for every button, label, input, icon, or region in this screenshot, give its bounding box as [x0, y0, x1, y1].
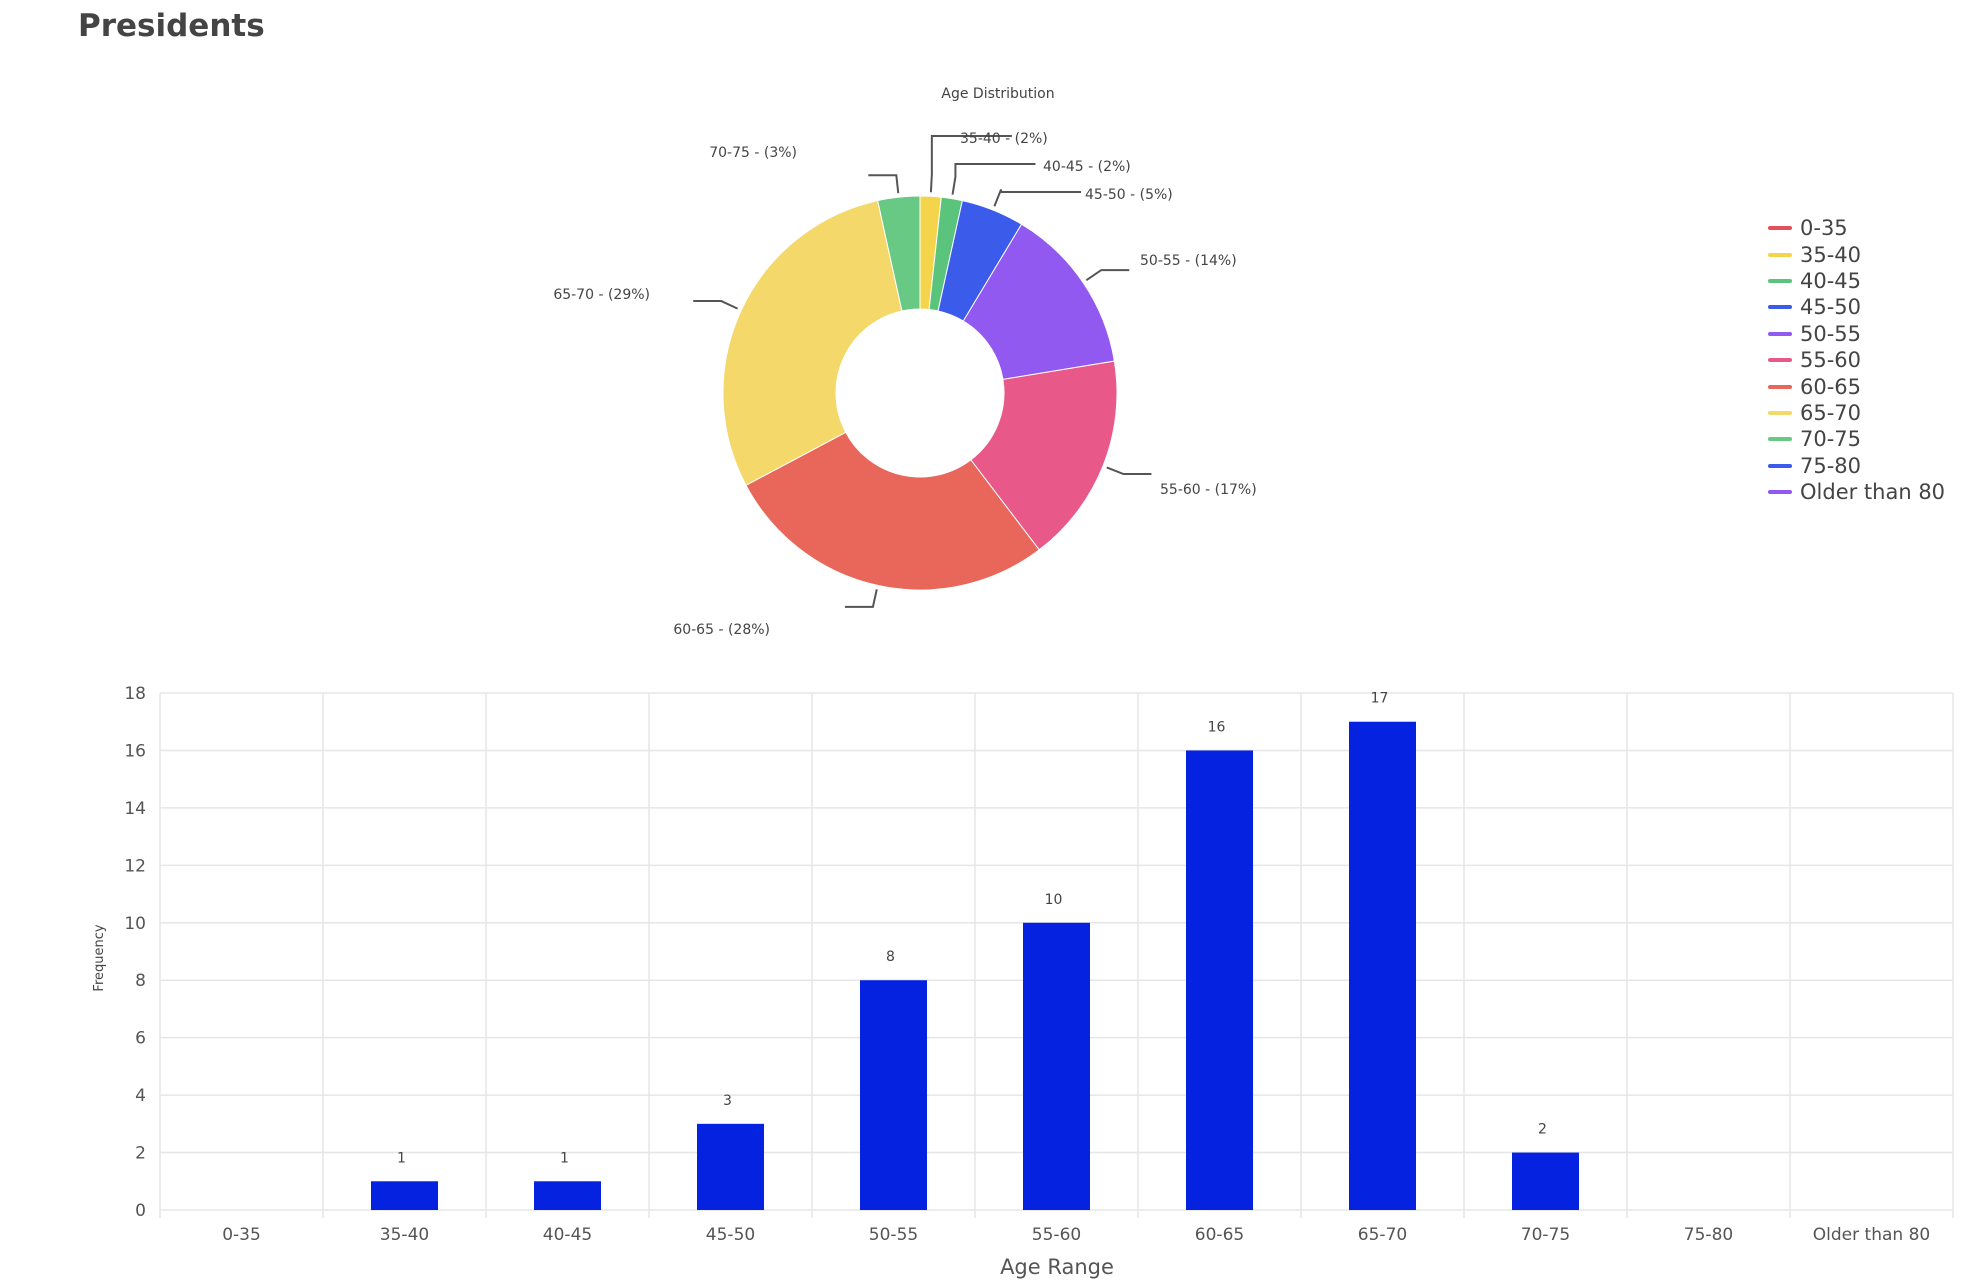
y-tick-label: 18	[124, 684, 146, 704]
y-tick-label: 6	[135, 1029, 146, 1049]
y-tick-label: 0	[135, 1201, 146, 1221]
legend-item: 40-45	[1768, 268, 1945, 294]
legend-label: 50-55	[1800, 321, 1862, 346]
bar-value-label: 10	[1045, 892, 1063, 908]
y-axis-title: Frequency	[92, 924, 107, 991]
legend-label: 55-60	[1800, 348, 1862, 373]
x-tick-label: 35-40	[380, 1225, 429, 1245]
page-title: Presidents	[78, 8, 265, 44]
bar-value-label: 16	[1208, 719, 1226, 735]
pie-slice-label: 60-65 - (28%)	[673, 622, 770, 638]
pie-slice	[962, 223, 1115, 380]
legend-label: 60-65	[1800, 374, 1862, 399]
pie-leader-line	[868, 174, 900, 194]
legend-label: 40-45	[1800, 268, 1862, 293]
pie-slice	[722, 200, 903, 486]
y-tick-label: 2	[135, 1144, 146, 1164]
pie-slice	[970, 360, 1118, 551]
legend-label: 0-35	[1800, 216, 1848, 241]
pie-slice	[745, 431, 1040, 591]
y-tick-label: 4	[135, 1086, 146, 1106]
bar-value-label: 1	[560, 1150, 569, 1166]
pie-legend: 0-35 35-40 40-45 45-50 50-55 55-60 60-65 65-70 7…	[1768, 215, 1945, 505]
bar	[371, 1181, 438, 1210]
legend-item: 75-80	[1768, 453, 1945, 479]
x-tick-label: 40-45	[543, 1225, 592, 1245]
y-tick-label: 8	[135, 971, 146, 991]
x-tick-label: 65-70	[1358, 1225, 1407, 1245]
pie-leader-line	[993, 189, 1082, 207]
legend-swatch	[1768, 463, 1792, 468]
bar-value-label: 3	[723, 1093, 732, 1109]
legend-label: Older than 80	[1800, 480, 1946, 505]
x-axis-title: Age Range	[1000, 1255, 1114, 1279]
legend-label: 65-70	[1800, 400, 1862, 425]
bar-value-label: 2	[1538, 1122, 1547, 1138]
legend-swatch	[1768, 384, 1792, 389]
pie-slice-label: 65-70 - (29%)	[553, 287, 650, 303]
legend-swatch	[1768, 252, 1792, 257]
legend-label: 75-80	[1800, 453, 1862, 478]
legend-item: Older than 80	[1768, 479, 1945, 505]
legend-swatch	[1768, 226, 1792, 231]
legend-item: 35-40	[1768, 241, 1945, 267]
legend-item: 50-55	[1768, 321, 1945, 347]
pie-slice-label: 40-45 - (2%)	[1043, 159, 1131, 175]
legend-item: 70-75	[1768, 426, 1945, 452]
bar	[860, 980, 927, 1210]
bar	[1512, 1152, 1579, 1210]
pie-slice-label: 45-50 - (5%)	[1085, 187, 1173, 203]
x-tick-label: 55-60	[1032, 1225, 1081, 1245]
legend-swatch	[1768, 331, 1792, 336]
pie-leader-line	[951, 163, 1036, 195]
pie-slice-label: 55-60 - (17%)	[1160, 482, 1257, 498]
pie-slice-label: 35-40 - (2%)	[960, 131, 1048, 147]
legend-label: 45-50	[1800, 295, 1862, 320]
x-tick-label: Older than 80	[1813, 1225, 1930, 1245]
legend-swatch	[1768, 305, 1792, 310]
legend-item: 0-35	[1768, 215, 1945, 241]
legend-label: 35-40	[1800, 242, 1862, 267]
x-tick-label: 50-55	[869, 1225, 918, 1245]
legend-item: 65-70	[1768, 400, 1945, 426]
age-distribution-donut-chart: Age Distribution 35-40 - (2%) 40-45 - (2%)…	[553, 86, 1257, 638]
bar	[1186, 750, 1253, 1210]
pie-slice	[877, 195, 921, 312]
x-tick-label: 45-50	[706, 1225, 755, 1245]
pie-slice-label: 70-75 - (3%)	[709, 145, 797, 161]
x-tick-label: 0-35	[222, 1225, 261, 1245]
bar	[697, 1123, 764, 1210]
y-tick-label: 12	[124, 856, 146, 876]
pie-leader-line	[844, 589, 878, 608]
legend-label: 70-75	[1800, 427, 1862, 452]
bar	[534, 1181, 601, 1210]
y-tick-label: 14	[124, 799, 146, 819]
pie-leader-line	[929, 135, 1012, 193]
pie-leader-line	[693, 300, 738, 310]
pie-slice-label: 50-55 - (14%)	[1140, 253, 1237, 269]
bar-value-label: 17	[1371, 691, 1389, 707]
legend-item: 45-50	[1768, 294, 1945, 320]
legend-item: 60-65	[1768, 373, 1945, 399]
bar	[1023, 922, 1090, 1210]
x-tick-label: 60-65	[1195, 1225, 1244, 1245]
legend-item: 55-60	[1768, 347, 1945, 373]
bar-value-label: 1	[397, 1150, 406, 1166]
y-tick-label: 16	[124, 741, 146, 761]
pie-leader-line	[1085, 269, 1130, 282]
legend-swatch	[1768, 358, 1792, 363]
legend-swatch	[1768, 410, 1792, 415]
y-tick-label: 10	[124, 914, 146, 934]
bar-value-label: 8	[886, 949, 895, 965]
legend-swatch	[1768, 278, 1792, 283]
pie-leader-line	[1106, 466, 1152, 476]
legend-swatch	[1768, 437, 1792, 442]
bar	[1349, 721, 1416, 1210]
x-tick-label: 75-80	[1684, 1225, 1733, 1245]
legend-swatch	[1768, 490, 1792, 495]
pie-title: Age Distribution	[941, 86, 1054, 102]
x-tick-label: 70-75	[1521, 1225, 1570, 1245]
